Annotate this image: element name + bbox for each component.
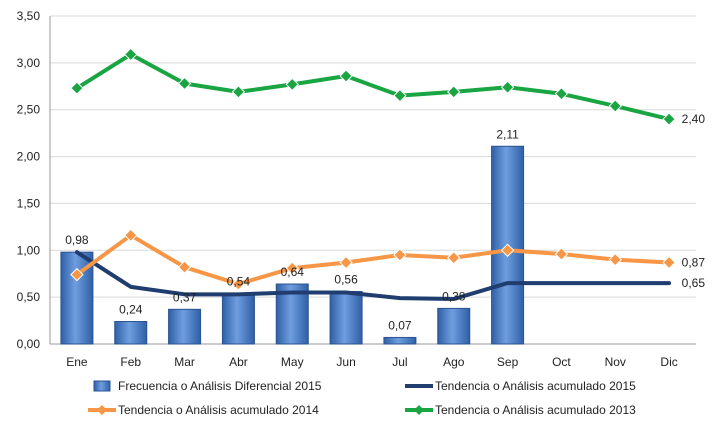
x-tick-label: Feb xyxy=(120,355,141,369)
bar xyxy=(168,308,202,345)
x-tick-label: Sep xyxy=(497,355,519,369)
y-axis: 0,00 0,50 1,00 1,50 2,00 2,50 3,00 3,50 xyxy=(17,9,51,351)
y-tick-label: 3,00 xyxy=(17,56,41,70)
series-marker xyxy=(662,112,676,126)
x-tick-label: Oct xyxy=(552,355,571,369)
series-marker xyxy=(608,252,622,267)
series-marker xyxy=(177,76,192,91)
series-marker xyxy=(124,228,138,242)
series-marker xyxy=(608,99,622,113)
series-marker xyxy=(554,247,569,261)
data-label: 0,98 xyxy=(65,233,89,247)
legend-label: Tendencia o Análisis acumulado 2015 xyxy=(435,379,636,393)
legend-label: Tendencia o Análisis acumulado 2014 xyxy=(118,403,319,417)
series-line xyxy=(74,52,672,122)
bar-series xyxy=(60,145,525,345)
series-marker xyxy=(662,255,676,270)
data-label: 0,38 xyxy=(442,289,466,303)
legend-label: Frecuencia o Análisis Diferencial 2015 xyxy=(118,379,322,393)
series-marker xyxy=(339,255,353,270)
y-tick-label: 1,00 xyxy=(17,243,41,257)
end-label: 0,87 xyxy=(682,255,706,269)
series-marker xyxy=(70,267,84,282)
data-label: 0,24 xyxy=(119,303,143,317)
y-tick-label: 2,00 xyxy=(17,150,41,164)
legend-label: Tendencia o Análisis acumulado 2013 xyxy=(435,403,636,417)
data-label: 0,56 xyxy=(334,273,358,287)
series-marker xyxy=(231,277,246,291)
series-marker xyxy=(339,69,353,83)
series-marker xyxy=(500,80,515,94)
end-label: 0,65 xyxy=(682,276,706,290)
series-marker xyxy=(393,88,407,103)
data-label: 2,11 xyxy=(496,127,519,141)
y-tick-label: 3,50 xyxy=(17,9,41,23)
legend-swatch xyxy=(93,380,111,392)
x-tick-label: Abr xyxy=(229,355,248,369)
legend-marker xyxy=(414,405,424,415)
series-marker xyxy=(124,47,138,62)
legend-marker xyxy=(97,405,107,415)
series-marker xyxy=(231,85,246,99)
y-tick-label: 0,00 xyxy=(17,337,41,351)
line-series xyxy=(70,47,676,302)
series-marker xyxy=(285,261,299,275)
data-label: 0,64 xyxy=(281,265,305,279)
data-labels: 0,98 0,24 0,37 0,54 0,64 0,56 0,07 0,38 2,11 0,65… xyxy=(65,112,705,332)
legend: Frecuencia o Análisis Diferencial 2015 Te… xyxy=(88,379,636,417)
x-tick-label: Ago xyxy=(443,355,465,369)
x-tick-label: Ene xyxy=(66,355,88,369)
y-tick-label: 0,50 xyxy=(17,290,41,304)
series-marker xyxy=(177,260,192,274)
bar xyxy=(221,292,255,345)
x-tick-label: May xyxy=(281,355,304,369)
bar xyxy=(329,291,363,345)
bar xyxy=(383,336,417,345)
x-tick-label: Nov xyxy=(605,355,626,369)
end-label: 2,40 xyxy=(682,112,706,126)
x-tick-label: Jun xyxy=(336,355,355,369)
x-tick-label: Mar xyxy=(174,355,195,369)
x-axis: Ene Feb Mar Abr May Jun Jul Ago Sep Oct Nov Dic xyxy=(50,343,696,369)
x-tick-label: Jul xyxy=(392,355,407,369)
y-tick-label: 1,50 xyxy=(17,196,41,210)
bar xyxy=(114,321,148,345)
series-marker xyxy=(554,87,569,101)
x-tick-label: Dic xyxy=(660,355,677,369)
bar xyxy=(437,307,471,345)
series-marker xyxy=(447,251,461,265)
series-marker xyxy=(285,77,299,92)
data-label: 0,54 xyxy=(227,274,251,288)
series-marker xyxy=(393,248,407,262)
series-marker xyxy=(500,243,515,257)
data-label: 0,37 xyxy=(173,290,197,304)
series-marker xyxy=(447,85,461,99)
series-line xyxy=(74,233,672,287)
data-label: 0,07 xyxy=(388,318,412,332)
y-tick-label: 2,50 xyxy=(17,103,41,117)
series-marker xyxy=(70,81,84,95)
series-line xyxy=(74,250,672,302)
